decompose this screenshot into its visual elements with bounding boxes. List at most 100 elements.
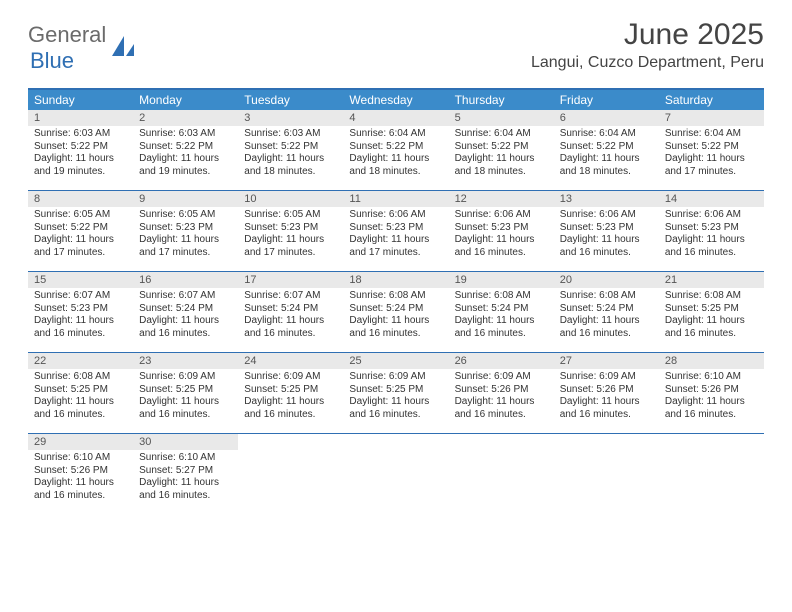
sunset-text: Sunset: 5:23 PM [244, 222, 337, 235]
day-number: 19 [449, 272, 554, 288]
day-number [449, 434, 554, 450]
daylight-text-1: Daylight: 11 hours [244, 234, 337, 247]
day-number [238, 434, 343, 450]
week-row: 891011121314Sunrise: 6:05 AMSunset: 5:22… [28, 191, 764, 272]
day-number: 25 [343, 353, 448, 369]
sunset-text: Sunset: 5:24 PM [244, 303, 337, 316]
daylight-text-2: and 16 minutes. [560, 328, 653, 341]
sunset-text: Sunset: 5:26 PM [34, 465, 127, 478]
sunset-text: Sunset: 5:22 PM [139, 141, 232, 154]
day-number: 9 [133, 191, 238, 207]
day-cell: Sunrise: 6:06 AMSunset: 5:23 PMDaylight:… [343, 207, 448, 271]
dow-mon: Monday [133, 90, 238, 110]
sunrise-text: Sunrise: 6:09 AM [455, 371, 548, 384]
daylight-text-1: Daylight: 11 hours [34, 396, 127, 409]
day-number [554, 434, 659, 450]
daylight-text-2: and 16 minutes. [349, 409, 442, 422]
day-cell: Sunrise: 6:04 AMSunset: 5:22 PMDaylight:… [554, 126, 659, 190]
daylight-text-1: Daylight: 11 hours [665, 234, 758, 247]
brand-text-1: General [28, 22, 106, 47]
day-cell: Sunrise: 6:09 AMSunset: 5:26 PMDaylight:… [449, 369, 554, 433]
day-number: 27 [554, 353, 659, 369]
day-number: 11 [343, 191, 448, 207]
daylight-text-1: Daylight: 11 hours [34, 234, 127, 247]
sunrise-text: Sunrise: 6:05 AM [139, 209, 232, 222]
sunrise-text: Sunrise: 6:03 AM [139, 128, 232, 141]
daylight-text-2: and 16 minutes. [244, 409, 337, 422]
daylight-text-2: and 16 minutes. [455, 328, 548, 341]
daylight-text-2: and 19 minutes. [34, 166, 127, 179]
day-cell: Sunrise: 6:07 AMSunset: 5:24 PMDaylight:… [238, 288, 343, 352]
daylight-text-1: Daylight: 11 hours [349, 234, 442, 247]
day-number: 18 [343, 272, 448, 288]
sunrise-text: Sunrise: 6:10 AM [139, 452, 232, 465]
sunset-text: Sunset: 5:24 PM [139, 303, 232, 316]
day-cell: Sunrise: 6:08 AMSunset: 5:25 PMDaylight:… [28, 369, 133, 433]
day-cell: Sunrise: 6:09 AMSunset: 5:25 PMDaylight:… [343, 369, 448, 433]
daylight-text-1: Daylight: 11 hours [455, 153, 548, 166]
daylight-text-1: Daylight: 11 hours [455, 315, 548, 328]
day-cell: Sunrise: 6:06 AMSunset: 5:23 PMDaylight:… [659, 207, 764, 271]
sunrise-text: Sunrise: 6:07 AM [34, 290, 127, 303]
daylight-text-2: and 16 minutes. [34, 490, 127, 503]
daylight-text-2: and 17 minutes. [139, 247, 232, 260]
daylight-text-2: and 18 minutes. [349, 166, 442, 179]
daylight-text-2: and 16 minutes. [560, 409, 653, 422]
sunset-text: Sunset: 5:23 PM [349, 222, 442, 235]
sunset-text: Sunset: 5:24 PM [349, 303, 442, 316]
sunrise-text: Sunrise: 6:06 AM [455, 209, 548, 222]
day-number: 2 [133, 110, 238, 126]
dow-row: Sunday Monday Tuesday Wednesday Thursday… [28, 90, 764, 110]
sunset-text: Sunset: 5:24 PM [560, 303, 653, 316]
daylight-text-1: Daylight: 11 hours [665, 315, 758, 328]
day-number: 3 [238, 110, 343, 126]
sunrise-text: Sunrise: 6:04 AM [560, 128, 653, 141]
daylight-text-2: and 16 minutes. [139, 490, 232, 503]
daylight-text-1: Daylight: 11 hours [139, 234, 232, 247]
daylight-text-1: Daylight: 11 hours [349, 396, 442, 409]
daylight-text-2: and 16 minutes. [665, 247, 758, 260]
day-number [659, 434, 764, 450]
sunrise-text: Sunrise: 6:10 AM [665, 371, 758, 384]
day-cell: Sunrise: 6:03 AMSunset: 5:22 PMDaylight:… [133, 126, 238, 190]
daylight-text-2: and 17 minutes. [665, 166, 758, 179]
daylight-text-1: Daylight: 11 hours [139, 315, 232, 328]
sunset-text: Sunset: 5:23 PM [139, 222, 232, 235]
day-cell [449, 450, 554, 514]
day-cell: Sunrise: 6:08 AMSunset: 5:24 PMDaylight:… [554, 288, 659, 352]
daylight-text-1: Daylight: 11 hours [244, 396, 337, 409]
day-cell: Sunrise: 6:04 AMSunset: 5:22 PMDaylight:… [343, 126, 448, 190]
daylight-text-2: and 18 minutes. [455, 166, 548, 179]
sunrise-text: Sunrise: 6:09 AM [349, 371, 442, 384]
day-cell [659, 450, 764, 514]
sunrise-text: Sunrise: 6:09 AM [560, 371, 653, 384]
sunrise-text: Sunrise: 6:05 AM [34, 209, 127, 222]
sunset-text: Sunset: 5:24 PM [455, 303, 548, 316]
sunset-text: Sunset: 5:25 PM [349, 384, 442, 397]
day-number: 15 [28, 272, 133, 288]
daylight-text-1: Daylight: 11 hours [455, 234, 548, 247]
sunrise-text: Sunrise: 6:06 AM [349, 209, 442, 222]
daylight-text-2: and 17 minutes. [349, 247, 442, 260]
day-number: 26 [449, 353, 554, 369]
sunrise-text: Sunrise: 6:06 AM [665, 209, 758, 222]
week-row: 22232425262728Sunrise: 6:08 AMSunset: 5:… [28, 353, 764, 434]
sunrise-text: Sunrise: 6:09 AM [244, 371, 337, 384]
daylight-text-1: Daylight: 11 hours [560, 315, 653, 328]
daylight-text-1: Daylight: 11 hours [139, 396, 232, 409]
day-number: 4 [343, 110, 448, 126]
daylight-text-2: and 16 minutes. [349, 328, 442, 341]
sunset-text: Sunset: 5:27 PM [139, 465, 232, 478]
day-number: 30 [133, 434, 238, 450]
day-cell: Sunrise: 6:04 AMSunset: 5:22 PMDaylight:… [659, 126, 764, 190]
sunrise-text: Sunrise: 6:03 AM [244, 128, 337, 141]
day-number: 10 [238, 191, 343, 207]
day-cell: Sunrise: 6:08 AMSunset: 5:24 PMDaylight:… [449, 288, 554, 352]
daylight-text-1: Daylight: 11 hours [139, 153, 232, 166]
day-cell: Sunrise: 6:07 AMSunset: 5:23 PMDaylight:… [28, 288, 133, 352]
daylight-text-2: and 18 minutes. [560, 166, 653, 179]
day-cell: Sunrise: 6:05 AMSunset: 5:23 PMDaylight:… [133, 207, 238, 271]
day-number: 29 [28, 434, 133, 450]
sunrise-text: Sunrise: 6:04 AM [349, 128, 442, 141]
daylight-text-1: Daylight: 11 hours [560, 234, 653, 247]
